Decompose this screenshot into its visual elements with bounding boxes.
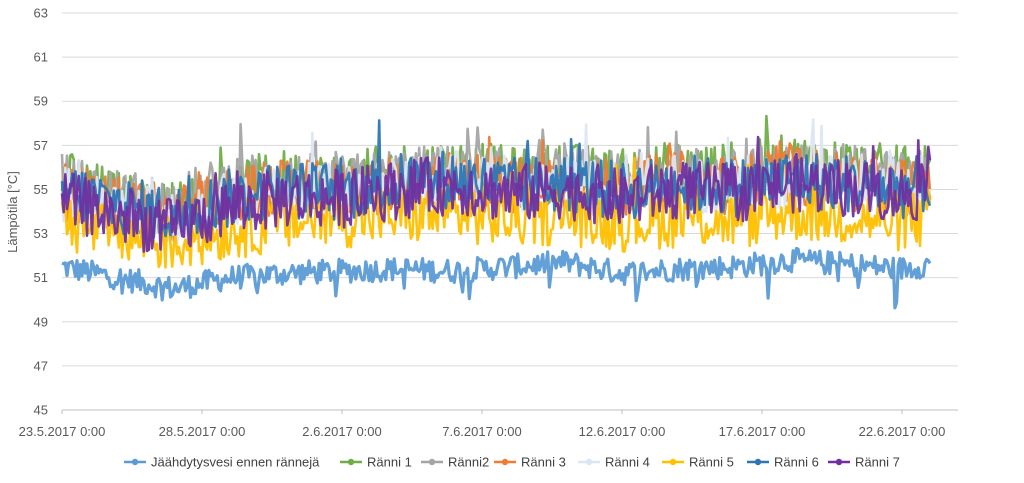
legend-label: Ränni 5 bbox=[689, 455, 734, 470]
y-tick-label: 51 bbox=[34, 270, 48, 285]
y-tick-label: 57 bbox=[34, 138, 48, 153]
legend-label: Ränni 6 bbox=[774, 455, 819, 470]
legend-label: Ränni 4 bbox=[605, 455, 650, 470]
series-layer bbox=[60, 114, 932, 310]
y-tick-label: 63 bbox=[34, 6, 48, 21]
x-tick-label: 2.6.2017 0:00 bbox=[302, 424, 382, 439]
y-tick-label: 55 bbox=[34, 182, 48, 197]
y-tick-label: 59 bbox=[34, 94, 48, 109]
legend-label: Ränni 7 bbox=[855, 455, 900, 470]
y-axis-title: Lämpötila [°C] bbox=[5, 171, 20, 253]
legend-swatch-marker bbox=[585, 458, 593, 466]
x-tick-label: 23.5.2017 0:00 bbox=[19, 424, 106, 439]
legend-label: Jäähdytysvesi ennen rännejä bbox=[151, 455, 320, 470]
y-tick-label: 47 bbox=[34, 358, 48, 373]
series-line bbox=[61, 246, 932, 310]
y-tick-label: 45 bbox=[34, 403, 48, 418]
legend-label: Ränni 3 bbox=[521, 455, 566, 470]
legend-swatch-marker bbox=[501, 458, 509, 466]
legend-swatch-marker bbox=[835, 458, 843, 466]
x-tick-label: 12.6.2017 0:00 bbox=[579, 424, 666, 439]
x-tick-label: 7.6.2017 0:00 bbox=[442, 424, 522, 439]
legend: Jäähdytysvesi ennen rännejä Ränni 1 Ränni2… bbox=[124, 455, 900, 470]
y-tick-label: 61 bbox=[34, 50, 48, 65]
legend-swatch-marker bbox=[669, 458, 677, 466]
x-tick-label: 22.6.2017 0:00 bbox=[859, 424, 946, 439]
legend-swatch-marker bbox=[428, 458, 436, 466]
x-tick-label: 28.5.2017 0:00 bbox=[159, 424, 246, 439]
legend-label: Ränni2 bbox=[448, 455, 489, 470]
y-tick-label: 49 bbox=[34, 314, 48, 329]
series-line bbox=[60, 135, 932, 253]
legend-swatch-marker bbox=[347, 458, 355, 466]
legend-swatch-marker bbox=[754, 458, 762, 466]
y-tick-label: 53 bbox=[34, 226, 48, 241]
axis-layer: 45 47 49 51 53 55 57 59 61 63 23.5.2017 0:00 28.5.2… bbox=[19, 6, 958, 439]
legend-label: Ränni 1 bbox=[367, 455, 412, 470]
x-tick-label: 17.6.2017 0:00 bbox=[719, 424, 806, 439]
legend-swatch-marker bbox=[131, 458, 139, 466]
series-line bbox=[60, 156, 932, 269]
